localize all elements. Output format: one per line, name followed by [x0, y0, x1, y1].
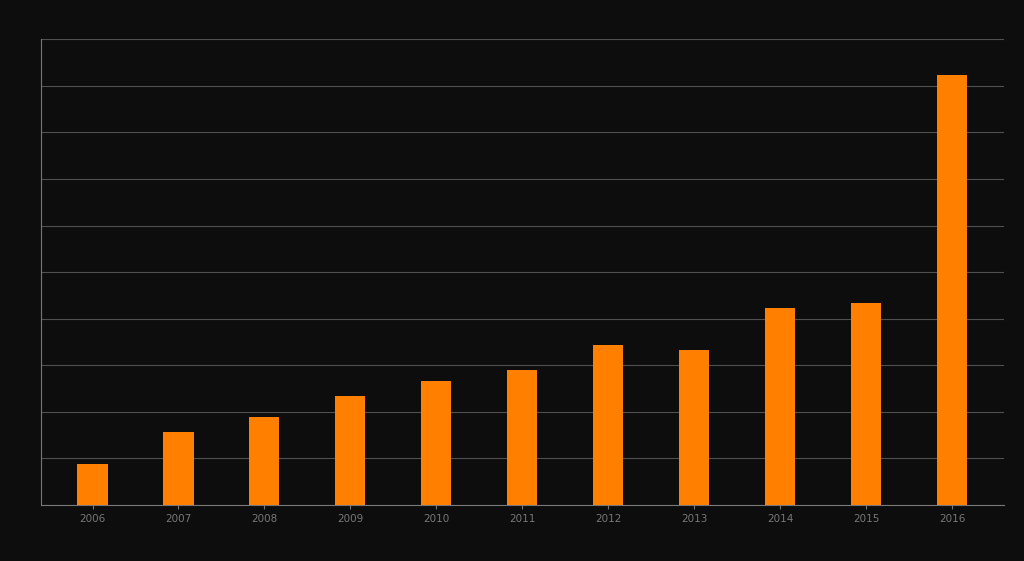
Bar	[250, 417, 280, 505]
Bar	[335, 396, 366, 505]
Bar	[507, 370, 538, 505]
Bar	[937, 76, 967, 505]
Bar	[679, 350, 710, 505]
Bar	[593, 344, 624, 505]
Bar	[851, 303, 881, 505]
Bar	[78, 463, 108, 505]
Bar	[765, 309, 795, 505]
Bar	[421, 381, 452, 505]
Bar	[164, 433, 194, 505]
